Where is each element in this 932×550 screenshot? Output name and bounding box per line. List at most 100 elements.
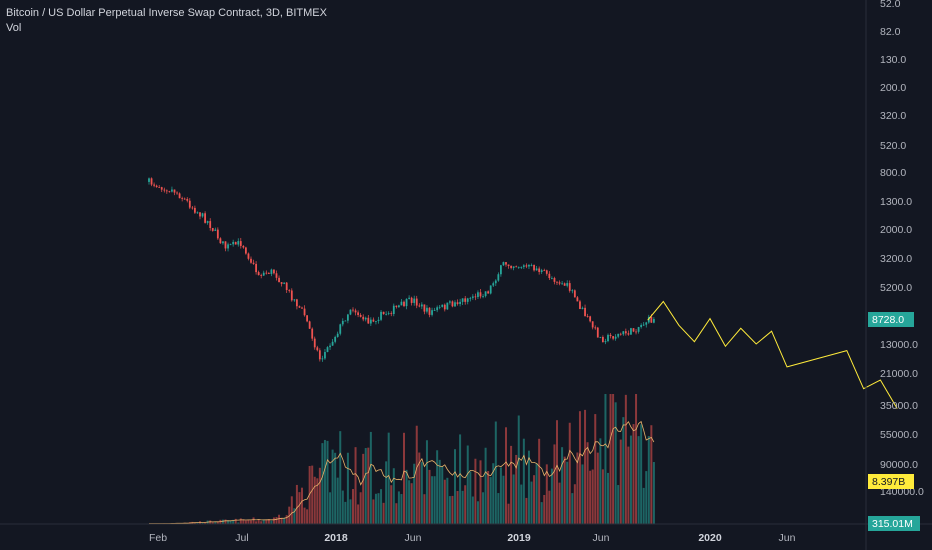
candle-body bbox=[260, 275, 263, 276]
candle-body bbox=[262, 272, 265, 276]
candle-body bbox=[306, 315, 308, 322]
price-tick-label: 21000.0 bbox=[880, 368, 918, 380]
candle-body bbox=[433, 310, 436, 311]
volume-bar bbox=[642, 487, 645, 524]
volume-indicator-label[interactable]: Vol bbox=[6, 22, 22, 34]
volume-bar bbox=[303, 507, 306, 524]
volume-bar bbox=[652, 462, 655, 524]
candle-body bbox=[426, 307, 428, 312]
volume-bar bbox=[535, 463, 538, 524]
volume-bar bbox=[234, 518, 237, 524]
candle-body bbox=[479, 292, 482, 297]
candle-body bbox=[492, 283, 495, 286]
volume-bar bbox=[650, 425, 653, 524]
volume-bar bbox=[227, 520, 230, 524]
volume-bar bbox=[527, 450, 530, 524]
volume-bar bbox=[543, 494, 546, 524]
candle-body bbox=[257, 272, 260, 276]
volume-bar bbox=[550, 468, 553, 524]
volume-bar bbox=[586, 442, 589, 524]
volume-bar bbox=[632, 424, 635, 524]
candle-body bbox=[423, 304, 426, 312]
volume-bar bbox=[364, 448, 367, 524]
volume-bar bbox=[374, 493, 377, 524]
volume-bar bbox=[372, 499, 375, 524]
candle-body bbox=[561, 283, 563, 285]
candle-body bbox=[234, 241, 237, 245]
volume-bar bbox=[553, 444, 556, 524]
candle-body bbox=[267, 273, 270, 274]
candle-body bbox=[298, 306, 301, 308]
candle-body bbox=[290, 290, 293, 301]
volume-bar bbox=[563, 456, 566, 524]
candle-body bbox=[400, 301, 403, 306]
candle-body bbox=[624, 331, 627, 334]
volume-bar bbox=[614, 402, 617, 524]
candle-body bbox=[288, 289, 291, 291]
volume-bar bbox=[285, 515, 288, 524]
candle-body bbox=[283, 282, 286, 284]
candle-body bbox=[224, 241, 227, 249]
candle-body bbox=[522, 265, 525, 267]
volume-bar bbox=[624, 394, 627, 524]
candle-body bbox=[347, 314, 349, 321]
volume-tag-2: 315.01M bbox=[868, 516, 920, 531]
candle-body bbox=[540, 270, 543, 272]
candle-body bbox=[558, 282, 561, 284]
candle-body bbox=[520, 266, 523, 268]
candle-body bbox=[252, 262, 255, 264]
price-axis[interactable]: 52.0 82.0 130.0 200.0 320.0 520.0 800.0 1300.0 2… bbox=[880, 0, 924, 498]
price-tick-label: 5200.0 bbox=[880, 282, 912, 294]
volume-bar bbox=[341, 490, 344, 524]
candle-body bbox=[334, 336, 337, 342]
candle-body bbox=[599, 336, 602, 338]
candle-body bbox=[216, 229, 219, 239]
candle-body bbox=[627, 333, 630, 335]
candle-body bbox=[242, 245, 245, 248]
candle-body bbox=[466, 298, 469, 302]
price-tag-bg bbox=[868, 312, 914, 327]
price-tick-label: 90000.0 bbox=[880, 459, 918, 471]
projection-line bbox=[647, 300, 898, 409]
candle-body bbox=[573, 290, 576, 298]
volume-bar bbox=[604, 394, 607, 524]
volume-bar bbox=[489, 477, 492, 524]
volume-bar bbox=[476, 501, 479, 524]
volume-bar bbox=[265, 520, 268, 524]
candle-body bbox=[270, 269, 273, 274]
candle-body bbox=[357, 312, 359, 316]
candle-body bbox=[502, 262, 505, 266]
candle-body bbox=[209, 221, 212, 228]
candle-body bbox=[321, 358, 324, 360]
volume-bar bbox=[431, 476, 434, 524]
candle-body bbox=[510, 266, 512, 268]
candle-body bbox=[410, 297, 413, 303]
candle-body bbox=[556, 281, 558, 283]
volume-bar bbox=[380, 489, 383, 524]
candle-body bbox=[418, 305, 421, 307]
volume-bar bbox=[425, 440, 428, 524]
candle-body bbox=[265, 272, 268, 274]
price-tick-label: 520.0 bbox=[880, 140, 906, 152]
volume-bar bbox=[438, 459, 441, 524]
candle-body bbox=[505, 262, 507, 265]
candle-body bbox=[431, 310, 433, 315]
candle-body bbox=[596, 327, 599, 338]
candle-body bbox=[512, 266, 515, 268]
candle-body bbox=[245, 247, 247, 254]
candle-body bbox=[482, 296, 484, 297]
volume-bar bbox=[497, 493, 500, 524]
candle-body bbox=[160, 187, 163, 190]
volume-bar bbox=[512, 474, 515, 524]
price-tick-label: 13000.0 bbox=[880, 339, 918, 351]
volume-bar bbox=[397, 491, 400, 524]
volume-bar bbox=[484, 447, 487, 524]
candle-body bbox=[545, 270, 548, 274]
volume-bar bbox=[283, 518, 286, 524]
candle-body bbox=[219, 238, 222, 244]
candle-body bbox=[589, 316, 592, 322]
time-axis[interactable]: Feb Jul 2018 Jun 2019 Jun 2020 Jun bbox=[149, 532, 796, 544]
volume-bar bbox=[196, 522, 199, 524]
